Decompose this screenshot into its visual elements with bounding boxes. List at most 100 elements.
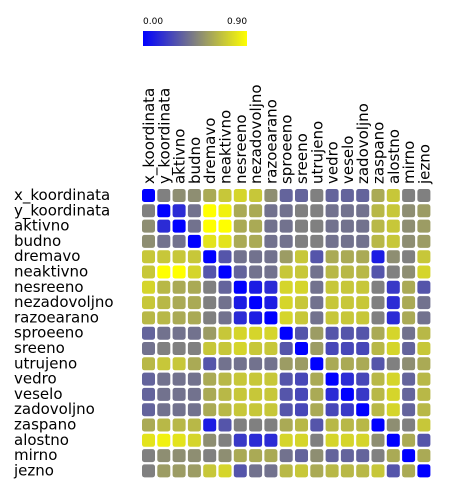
legend-gradient-bar — [143, 31, 247, 46]
legend-min-label: 0.00 — [143, 17, 163, 27]
heatmap-cell — [187, 234, 201, 248]
row-label: budno — [14, 232, 61, 250]
heatmap-cell — [295, 234, 308, 248]
heatmap-cells — [142, 189, 431, 478]
heatmap-cell — [356, 296, 370, 310]
heatmap-cell — [340, 403, 354, 417]
heatmap-cell — [142, 387, 155, 401]
heatmap-cell — [249, 464, 263, 478]
heatmap-cell — [325, 357, 339, 371]
heatmap-cell — [157, 250, 171, 264]
heatmap-cell — [187, 326, 201, 340]
heatmap-cell — [233, 326, 247, 340]
heatmap-cell — [402, 326, 416, 340]
heatmap-cell — [386, 418, 400, 432]
heatmap-cell — [218, 250, 232, 264]
heatmap-cell — [249, 449, 263, 463]
heatmap-cell — [340, 418, 354, 432]
heatmap-cell — [279, 219, 293, 233]
heatmap-cell — [233, 464, 247, 478]
heatmap-cell — [157, 342, 171, 355]
heatmap-cell — [386, 433, 400, 447]
heatmap-cell — [203, 372, 217, 386]
heatmap-cell — [340, 326, 354, 340]
heatmap-cell — [172, 296, 186, 310]
row-label: y_koordinata — [14, 201, 110, 220]
heatmap-cell — [233, 219, 247, 233]
heatmap-cell — [386, 280, 400, 294]
heatmap-cell — [371, 204, 385, 218]
heatmap-cell — [295, 372, 308, 386]
heatmap-cell — [340, 449, 354, 463]
heatmap-cell — [371, 342, 385, 355]
heatmap-cell — [386, 204, 400, 218]
heatmap-cell — [340, 219, 354, 233]
heatmap-cell — [218, 357, 232, 371]
heatmap-cell — [340, 250, 354, 264]
row-labels: x_koordinatay_koordinataaktivnobudnodrem… — [13, 186, 114, 479]
heatmap-cell — [187, 387, 201, 401]
heatmap-cell — [356, 311, 370, 325]
heatmap-cell — [371, 189, 385, 202]
heatmap-cell — [402, 265, 416, 279]
heatmap-cell — [371, 418, 385, 432]
heatmap-cell — [310, 372, 324, 386]
heatmap-cell — [325, 418, 339, 432]
heatmap-cell — [325, 234, 339, 248]
heatmap-cell — [142, 311, 155, 325]
heatmap-cell — [264, 204, 278, 218]
heatmap-cell — [402, 189, 416, 202]
heatmap-cell — [386, 326, 400, 340]
heatmap-cell — [233, 296, 247, 310]
heatmap-cell — [157, 219, 171, 233]
heatmap-cell — [386, 250, 400, 264]
heatmap-cell — [142, 219, 155, 233]
heatmap-cell — [218, 204, 232, 218]
heatmap-cell — [233, 372, 247, 386]
heatmap-cell — [295, 403, 308, 417]
heatmap-cell — [356, 418, 370, 432]
column-label: utrujeno — [308, 121, 326, 184]
heatmap-cell — [279, 280, 293, 294]
heatmap-cell — [249, 250, 263, 264]
heatmap-cell — [142, 326, 155, 340]
heatmap-cell — [402, 433, 416, 447]
heatmap-cell — [249, 296, 263, 310]
heatmap-cell — [295, 418, 308, 432]
heatmap-cell — [172, 280, 186, 294]
heatmap-cell — [417, 280, 431, 294]
heatmap-cell — [233, 265, 247, 279]
heatmap-cell — [157, 357, 171, 371]
row-label: zaspano — [14, 416, 76, 434]
heatmap-cell — [402, 449, 416, 463]
heatmap-cell — [371, 265, 385, 279]
heatmap-cell — [157, 372, 171, 386]
heatmap-cell — [310, 204, 324, 218]
heatmap-cell — [310, 387, 324, 401]
heatmap-cell — [142, 449, 155, 463]
heatmap-cell — [142, 234, 155, 248]
heatmap-cell — [310, 449, 324, 463]
heatmap-cell — [142, 357, 155, 371]
heatmap-cell — [187, 403, 201, 417]
heatmap-cell — [295, 433, 308, 447]
heatmap-cell — [310, 433, 324, 447]
heatmap-cell — [356, 280, 370, 294]
row-label: x_koordinata — [14, 186, 110, 205]
heatmap-cell — [310, 280, 324, 294]
heatmap-cell — [264, 219, 278, 233]
heatmap-cell — [356, 204, 370, 218]
heatmap-cell — [325, 296, 339, 310]
heatmap-cell — [172, 219, 186, 233]
heatmap-cell — [264, 189, 278, 202]
heatmap-cell — [325, 189, 339, 202]
heatmap-cell — [402, 464, 416, 478]
heatmap-cell — [325, 326, 339, 340]
heatmap-cell — [279, 234, 293, 248]
column-labels: x_koordinatay_koordinataaktivnobudnodrem… — [140, 84, 433, 185]
heatmap-cell — [325, 433, 339, 447]
heatmap-cell — [279, 464, 293, 478]
row-label: mirno — [14, 446, 57, 464]
row-label: nesreeno — [14, 278, 84, 296]
row-label: zadovoljno — [14, 400, 95, 418]
